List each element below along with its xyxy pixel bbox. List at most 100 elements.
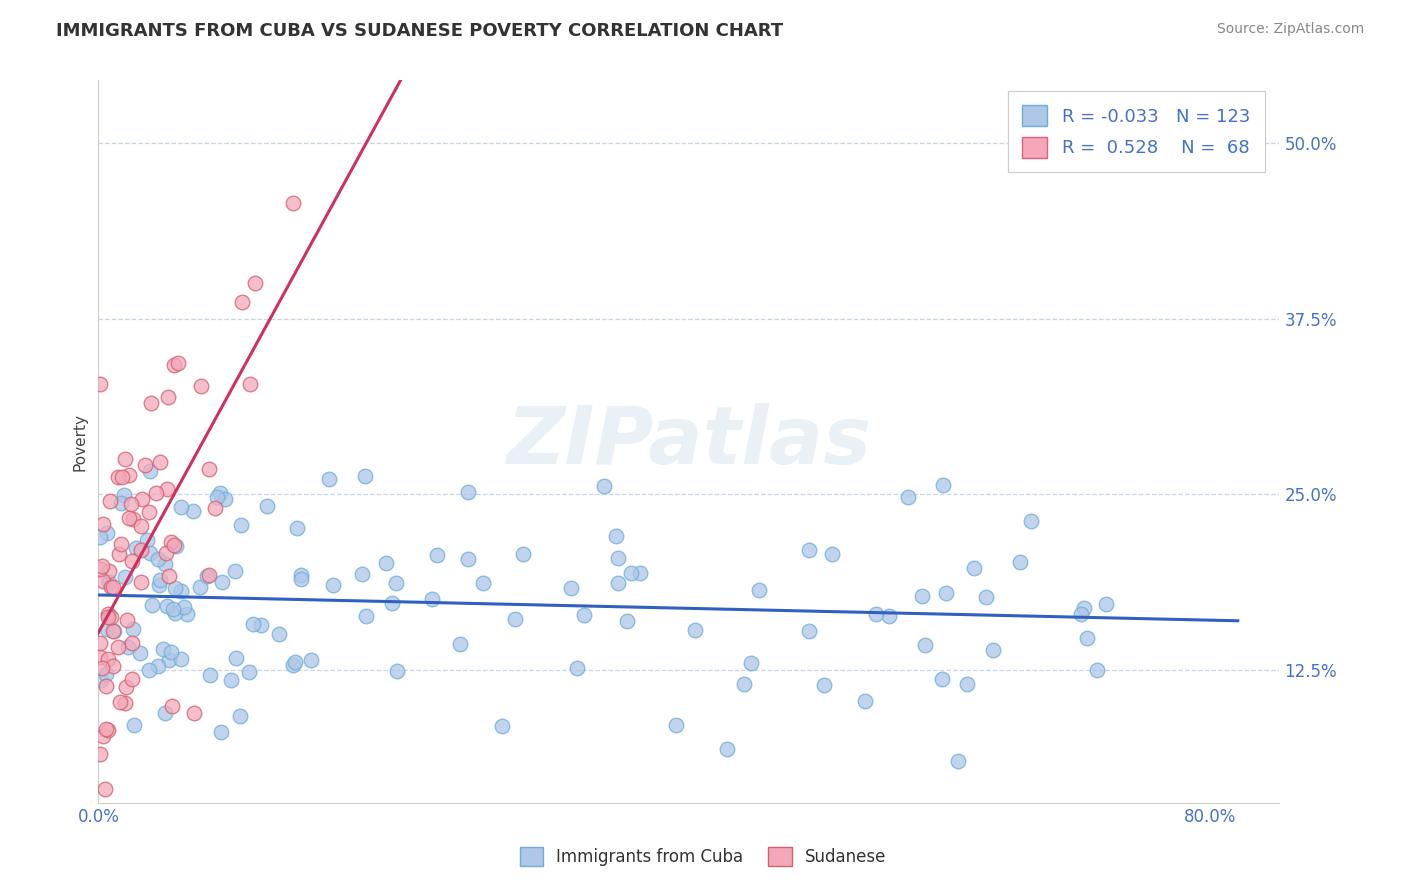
Point <box>683 624 706 638</box>
Point <box>114 570 136 584</box>
Point <box>139 546 162 560</box>
Point <box>98 575 121 590</box>
Point <box>350 566 373 581</box>
Text: Source: ZipAtlas.com: Source: ZipAtlas.com <box>1216 22 1364 37</box>
Y-axis label: Poverty: Poverty <box>72 412 87 471</box>
Point <box>121 636 143 650</box>
Point <box>200 668 222 682</box>
Point <box>100 609 122 624</box>
Point <box>605 529 627 543</box>
Point <box>385 665 408 679</box>
Point <box>183 706 205 721</box>
Point <box>157 653 180 667</box>
Point <box>112 488 135 502</box>
Point <box>89 376 111 391</box>
Point <box>138 663 160 677</box>
Point <box>1019 514 1042 528</box>
Point <box>129 575 152 590</box>
Point <box>381 596 404 610</box>
Point <box>976 590 998 604</box>
Point <box>1073 600 1095 615</box>
Point <box>963 561 986 575</box>
Point <box>426 548 449 562</box>
Point <box>146 552 169 566</box>
Point <box>299 653 322 667</box>
Point <box>797 543 820 558</box>
Point <box>134 458 156 472</box>
Point <box>243 276 266 290</box>
Point <box>160 698 183 713</box>
Point <box>91 517 114 532</box>
Point <box>190 379 212 393</box>
Point <box>322 578 344 592</box>
Point <box>117 640 139 654</box>
Point <box>115 613 138 627</box>
Point <box>290 568 312 582</box>
Text: IMMIGRANTS FROM CUBA VS SUDANESE POVERTY CORRELATION CHART: IMMIGRANTS FROM CUBA VS SUDANESE POVERTY… <box>56 22 783 40</box>
Point <box>565 661 588 675</box>
Point <box>118 511 141 525</box>
Point <box>155 557 177 571</box>
Point <box>90 661 112 675</box>
Point <box>318 472 340 486</box>
Point <box>146 658 169 673</box>
Point <box>204 501 226 516</box>
Point <box>181 504 204 518</box>
Point <box>981 643 1004 657</box>
Point <box>114 696 136 710</box>
Point <box>167 356 190 370</box>
Point <box>665 718 688 732</box>
Point <box>157 390 180 404</box>
Point <box>503 612 526 626</box>
Point <box>94 722 117 736</box>
Point <box>101 580 124 594</box>
Point <box>914 638 936 652</box>
Point <box>512 547 534 561</box>
Point <box>122 622 145 636</box>
Point <box>163 606 186 620</box>
Point <box>170 584 193 599</box>
Point <box>129 646 152 660</box>
Point <box>97 607 120 621</box>
Point <box>208 486 231 500</box>
Point <box>385 576 408 591</box>
Point <box>107 640 129 654</box>
Point <box>129 542 152 557</box>
Point <box>948 754 970 768</box>
Point <box>101 624 124 639</box>
Point <box>96 526 118 541</box>
Point <box>162 538 184 552</box>
Point <box>165 581 187 595</box>
Point <box>107 470 129 484</box>
Point <box>110 496 132 510</box>
Point <box>197 569 219 583</box>
Point <box>1008 555 1031 569</box>
Point <box>90 673 112 687</box>
Point <box>231 294 253 309</box>
Point <box>163 359 186 373</box>
Point <box>139 396 162 410</box>
Point <box>457 484 479 499</box>
Point <box>879 608 901 623</box>
Point <box>98 493 121 508</box>
Point <box>170 500 193 515</box>
Point <box>285 521 308 535</box>
Point <box>89 530 111 544</box>
Point <box>91 729 114 743</box>
Point <box>956 676 979 690</box>
Point <box>120 497 142 511</box>
Point <box>716 741 738 756</box>
Point <box>155 546 177 560</box>
Point <box>149 455 172 469</box>
Point <box>932 478 955 492</box>
Point <box>748 582 770 597</box>
Point <box>935 586 957 600</box>
Point <box>1070 607 1092 622</box>
Point <box>572 607 595 622</box>
Point <box>457 551 479 566</box>
Point <box>281 195 304 210</box>
Point <box>108 547 131 561</box>
Point <box>560 581 582 595</box>
Point <box>135 533 157 547</box>
Point <box>607 575 630 590</box>
